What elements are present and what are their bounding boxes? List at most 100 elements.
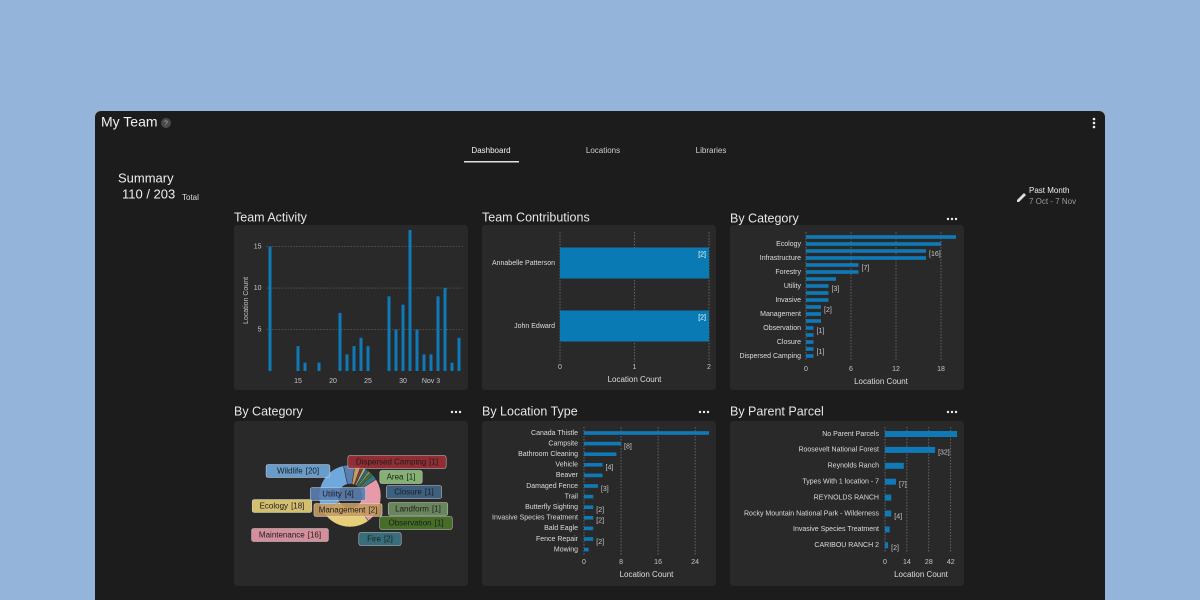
y-tick-label: Forestry <box>775 269 801 276</box>
bar <box>394 329 398 371</box>
value-label: [16] <box>929 251 941 258</box>
slice-value: [1] <box>432 505 441 514</box>
x-tick-label: 30 <box>399 378 407 385</box>
card-menu[interactable] <box>706 410 710 414</box>
value-label: [3] <box>832 286 840 293</box>
tab[interactable]: Dashboard <box>471 146 510 155</box>
slice-label: Ecology [18] <box>260 502 305 511</box>
y-tick-label: Mowing <box>554 546 578 553</box>
slice-label: Dispersed Camping [1] <box>356 458 438 467</box>
bar <box>806 235 956 239</box>
bar <box>584 473 603 478</box>
card-menu[interactable] <box>702 410 706 414</box>
bar <box>885 510 892 517</box>
x-tick-label: 12 <box>892 366 900 373</box>
slice-name: Wildlife <box>277 467 303 476</box>
card <box>730 225 964 390</box>
bar <box>806 305 821 309</box>
y-tick-label: Butterfly Sighting <box>525 504 578 511</box>
bar <box>560 310 709 342</box>
y-tick-label: Damaged Fence <box>526 483 578 490</box>
value-label: [2] <box>596 507 604 514</box>
bar <box>806 242 941 246</box>
more-menu[interactable] <box>1092 117 1096 129</box>
bar <box>359 337 363 371</box>
bar <box>806 284 829 288</box>
y-tick-label: 5 <box>258 326 262 333</box>
y-axis-label: Location Count <box>243 277 250 324</box>
label-box <box>251 528 329 542</box>
card-menu[interactable] <box>950 217 954 221</box>
value-label: [32] <box>938 450 950 457</box>
bar <box>806 263 859 267</box>
card-menu[interactable] <box>950 410 954 414</box>
slice-name: Management <box>319 506 366 515</box>
x-tick-label: 18 <box>937 366 945 373</box>
bar <box>806 347 814 351</box>
x-tick-label: 0 <box>804 366 808 373</box>
bar <box>885 494 892 501</box>
y-tick-label: No Parent Parcels <box>822 431 879 438</box>
card-menu[interactable] <box>454 410 458 414</box>
bar <box>408 230 412 371</box>
y-tick-label: Vehicle <box>555 462 578 469</box>
bar <box>885 542 889 549</box>
tab[interactable]: Libraries <box>696 146 727 155</box>
y-tick-label: Bald Eagle <box>544 525 578 532</box>
x-tick-label: 25 <box>364 378 372 385</box>
x-tick-label: 1 <box>633 364 637 371</box>
chart-title: By Category <box>730 211 800 225</box>
y-tick-label: Roosevelt National Forest <box>798 447 879 454</box>
label-box <box>347 455 447 469</box>
card-menu[interactable] <box>450 410 454 414</box>
card-menu[interactable] <box>954 410 958 414</box>
slice-label: Closure [1] <box>394 488 433 497</box>
card-menu[interactable] <box>946 410 950 414</box>
y-tick-label: Invasive Species Treatment <box>492 515 578 522</box>
card-menu[interactable] <box>946 217 950 221</box>
x-tick-label: 15 <box>294 378 302 385</box>
bar <box>366 346 370 371</box>
card-menu[interactable] <box>954 217 958 221</box>
y-tick-label: Reynolds Ranch <box>828 463 879 470</box>
value-label: [2] <box>698 314 706 321</box>
label-box <box>379 516 453 530</box>
x-tick-label: 0 <box>582 559 586 566</box>
y-tick-label: Infrastructure <box>760 255 801 262</box>
y-tick-label: Closure <box>777 339 801 346</box>
bar <box>806 333 814 337</box>
bar <box>387 296 391 371</box>
help-label[interactable]: ? <box>164 120 168 127</box>
value-label: [4] <box>606 465 614 472</box>
x-tick-label: 6 <box>849 366 853 373</box>
help-icon[interactable] <box>161 118 171 128</box>
y-tick-label: Dispersed Camping <box>740 353 802 360</box>
y-tick-label: Canada Thistle <box>531 430 578 437</box>
slice-label: Maintenance [16] <box>259 531 321 540</box>
bar <box>584 547 589 552</box>
x-tick-label: 42 <box>947 559 955 566</box>
x-tick-label: 24 <box>691 559 699 566</box>
card-menu[interactable] <box>458 410 462 414</box>
x-tick-label: 28 <box>925 559 933 566</box>
card-menu[interactable] <box>698 410 702 414</box>
bar <box>345 354 349 371</box>
summary-title: Summary <box>118 170 174 185</box>
slice-label: Utility [4] <box>322 490 353 499</box>
y-tick-label: Beaver <box>556 472 579 479</box>
slice-label: Management [2] <box>319 506 378 515</box>
tab[interactable]: Locations <box>586 146 620 155</box>
slice-value: [1] <box>435 519 444 528</box>
chart-title: Team Activity <box>234 210 308 224</box>
x-tick-label: 16 <box>654 559 662 566</box>
y-tick-label: Observation <box>763 325 801 332</box>
period-label[interactable]: Past Month <box>1029 186 1069 195</box>
tab-indicator <box>464 161 519 163</box>
bar <box>317 362 321 371</box>
slice-label: Observation [1] <box>388 519 443 528</box>
slice-name: Area <box>387 473 404 482</box>
bar <box>584 452 617 456</box>
edit-icon[interactable] <box>1017 193 1026 202</box>
slice-label: Wildlife [20] <box>277 467 319 476</box>
slice-name: Ecology <box>260 502 288 511</box>
